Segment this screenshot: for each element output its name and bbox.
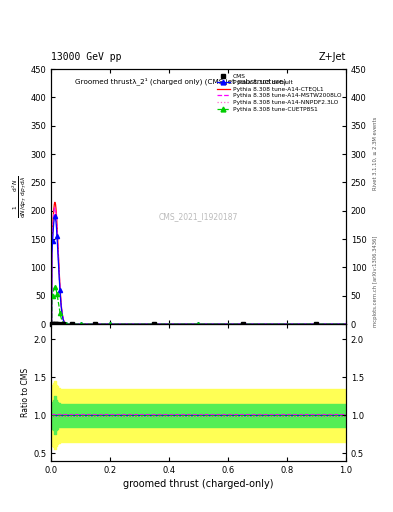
- Legend: CMS, Pythia 8.308 default, Pythia 8.308 tune-A14-CTEQL1, Pythia 8.308 tune-A14-M: CMS, Pythia 8.308 default, Pythia 8.308 …: [215, 72, 343, 113]
- Text: CMS_2021_I1920187: CMS_2021_I1920187: [159, 212, 238, 222]
- Text: Z+Jet: Z+Jet: [318, 52, 346, 62]
- Y-axis label: $\frac{1}{\mathrm{d}N/\mathrm{d}p_T}\,\frac{\mathrm{d}^2N}{\mathrm{d}p_T\,\mathr: $\frac{1}{\mathrm{d}N/\mathrm{d}p_T}\,\f…: [11, 175, 29, 218]
- Y-axis label: Ratio to CMS: Ratio to CMS: [21, 368, 30, 417]
- Text: Rivet 3.1.10, ≥ 2.3M events: Rivet 3.1.10, ≥ 2.3M events: [373, 117, 378, 190]
- Text: mcplots.cern.ch [arXiv:1306.3436]: mcplots.cern.ch [arXiv:1306.3436]: [373, 236, 378, 327]
- Text: 13000 GeV pp: 13000 GeV pp: [51, 52, 121, 62]
- X-axis label: groomed thrust (charged-only): groomed thrust (charged-only): [123, 479, 274, 489]
- Text: Groomed thrustλ_2¹ (charged only) (CMS jet substructure): Groomed thrustλ_2¹ (charged only) (CMS j…: [75, 77, 286, 84]
